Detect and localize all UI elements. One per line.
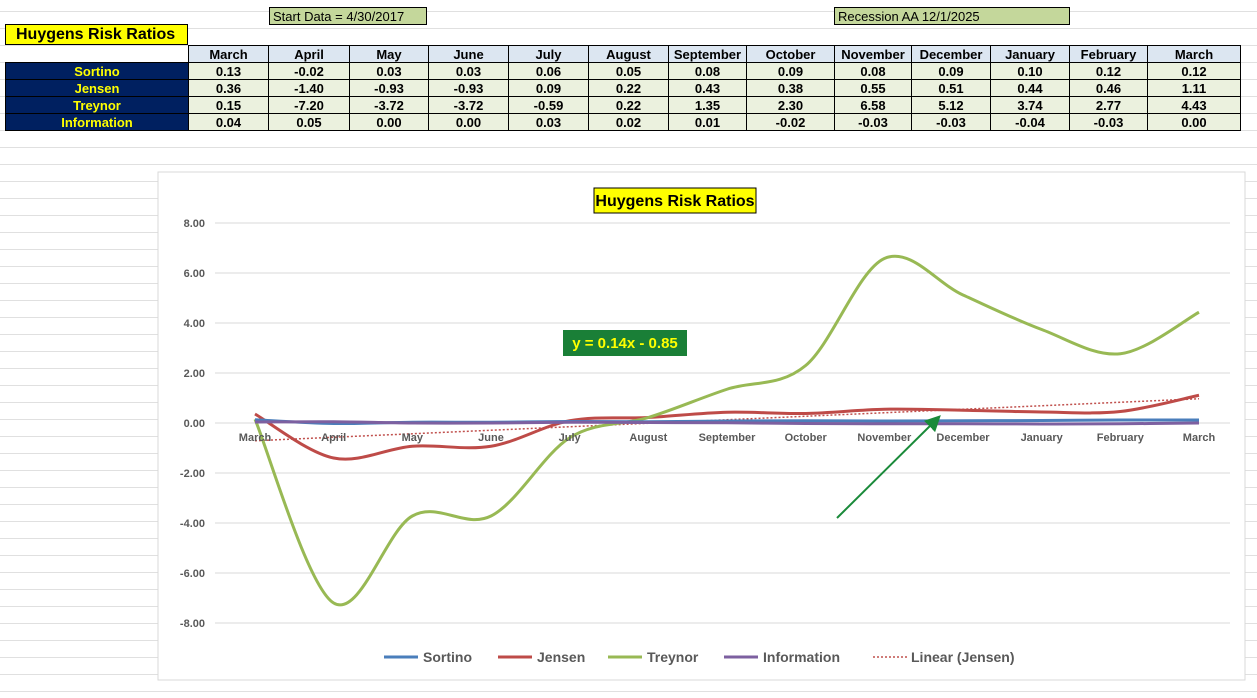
table-cell: -1.40 bbox=[268, 79, 350, 97]
table-cell: 2.77 bbox=[1069, 96, 1148, 114]
legend-label: Treynor bbox=[647, 649, 699, 665]
y-tick-label: 0.00 bbox=[184, 418, 205, 430]
table-cell: -0.04 bbox=[990, 113, 1070, 131]
table-cell: 0.15 bbox=[188, 96, 269, 114]
chart-area bbox=[157, 171, 1246, 681]
y-tick-label: -4.00 bbox=[180, 518, 205, 530]
x-tick-label: December bbox=[936, 432, 990, 444]
table-cell: 0.05 bbox=[268, 113, 350, 131]
chart-title: Huygens Risk Ratios bbox=[595, 193, 754, 210]
x-tick-label: July bbox=[559, 432, 582, 444]
chart-title-box bbox=[593, 187, 757, 214]
table-cell: 2.30 bbox=[746, 96, 835, 114]
column-header: July bbox=[508, 45, 589, 63]
table-cell: 3.74 bbox=[990, 96, 1070, 114]
x-tick-label: March bbox=[1183, 432, 1216, 444]
start-note: Start Data = 4/30/2017 bbox=[269, 7, 427, 25]
y-tick-label: -8.00 bbox=[180, 618, 205, 630]
table-cell: 0.44 bbox=[990, 79, 1070, 97]
x-tick-label: April bbox=[321, 432, 346, 444]
series-line bbox=[254, 393, 1200, 461]
table-cell: 0.03 bbox=[349, 62, 429, 80]
trendline-equation: y = 0.14x - 0.85 bbox=[572, 335, 678, 352]
y-tick-label: -6.00 bbox=[180, 568, 205, 580]
table-cell: 0.05 bbox=[588, 62, 669, 80]
y-tick-label: 8.00 bbox=[184, 218, 205, 230]
table-cell: 0.00 bbox=[1147, 113, 1241, 131]
y-tick-label: 4.00 bbox=[184, 318, 205, 330]
legend-label: Sortino bbox=[423, 649, 472, 665]
series-line bbox=[253, 254, 1200, 607]
column-header: September bbox=[668, 45, 747, 63]
table-cell: -0.02 bbox=[746, 113, 835, 131]
x-tick-label: November bbox=[857, 432, 912, 444]
x-tick-label: March bbox=[239, 432, 272, 444]
table-cell: 0.02 bbox=[588, 113, 669, 131]
column-header: December bbox=[911, 45, 991, 63]
legend-label: Jensen bbox=[537, 649, 585, 665]
table-cell: -3.72 bbox=[428, 96, 509, 114]
y-tick-label: 2.00 bbox=[184, 368, 205, 380]
table-cell: 1.11 bbox=[1147, 79, 1241, 97]
table-cell: 0.00 bbox=[349, 113, 429, 131]
legend-label: Linear (Jensen) bbox=[911, 649, 1014, 665]
legend-label: Information bbox=[763, 649, 840, 665]
table-cell: -0.03 bbox=[1069, 113, 1148, 131]
arrow bbox=[836, 415, 941, 519]
table-cell: -0.93 bbox=[428, 79, 509, 97]
recession-note: Recession AA 12/1/2025 bbox=[834, 7, 1070, 25]
table-cell: 0.00 bbox=[428, 113, 509, 131]
table-cell: 0.01 bbox=[668, 113, 747, 131]
x-tick-label: May bbox=[402, 432, 424, 444]
x-tick-label: September bbox=[699, 432, 757, 444]
table-cell: 0.12 bbox=[1069, 62, 1148, 80]
plot: -8.00 -6.00 -4.00 -2.00 0.00 2.00 4.00 6.00 8.00… bbox=[180, 187, 1230, 665]
x-tick-label: October bbox=[785, 432, 828, 444]
table-cell: -0.03 bbox=[834, 113, 912, 131]
series-line bbox=[254, 420, 1200, 426]
x-tick-label: January bbox=[1021, 432, 1064, 444]
y-tick-label: -2.00 bbox=[180, 468, 205, 480]
y-tick-label: 6.00 bbox=[184, 268, 205, 280]
table-cell: 0.51 bbox=[911, 79, 991, 97]
column-header: May bbox=[349, 45, 429, 63]
x-tick-label: June bbox=[478, 432, 504, 444]
table-cell: 5.12 bbox=[911, 96, 991, 114]
equation-box bbox=[563, 330, 687, 356]
sheet-title: Huygens Risk Ratios bbox=[5, 24, 188, 45]
x-tick-label: August bbox=[629, 432, 667, 444]
column-header: February bbox=[1069, 45, 1148, 63]
x-tick-label: February bbox=[1097, 432, 1145, 444]
